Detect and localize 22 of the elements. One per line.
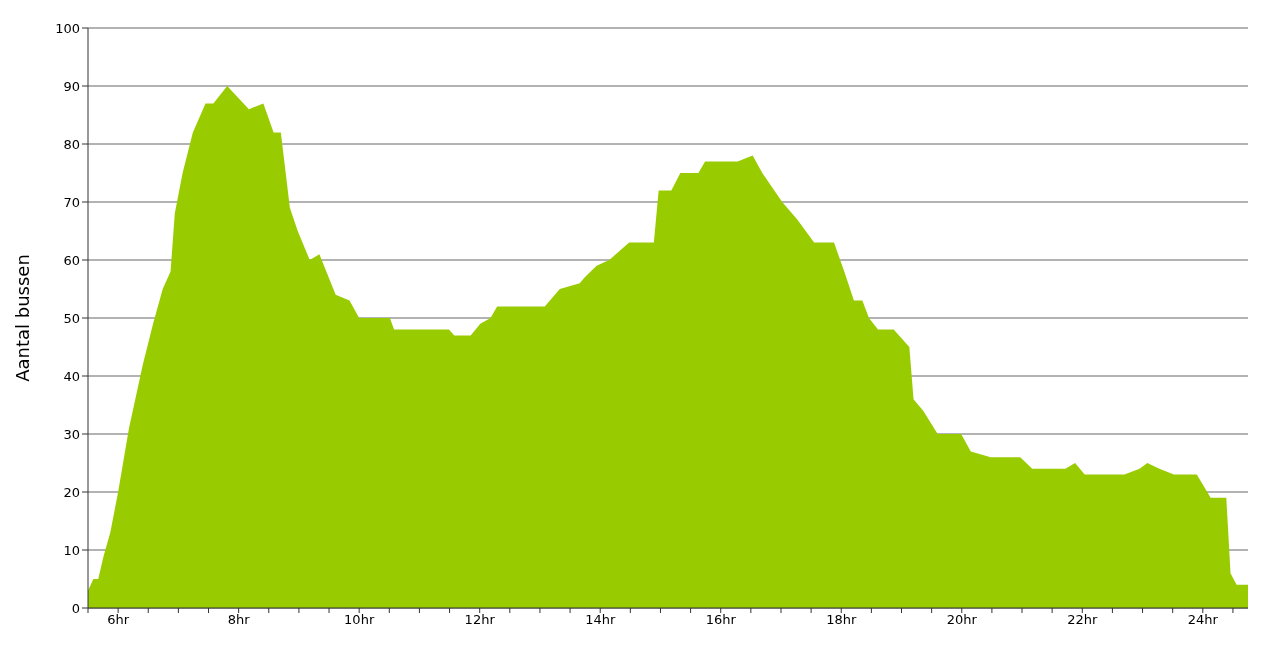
x-tick-label: 8hr [227,612,251,628]
y-tick-label: 70 [63,194,80,210]
y-tick-label: 30 [63,426,80,442]
x-tick-label: 10hr [344,612,375,628]
x-tick-label: 18hr [826,612,857,628]
y-tick-label: 50 [63,310,80,326]
y-tick-label: 80 [63,136,80,152]
x-tick-label: 22hr [1067,612,1098,628]
y-tick-label: 90 [63,78,80,94]
y-axis-title: Aantal bussen [12,254,34,382]
y-tick-label: 40 [63,368,80,384]
x-tick-label: 14hr [585,612,616,628]
y-tick-label: 100 [55,20,80,36]
y-tick-label: 0 [71,600,80,616]
y-tick-label: 60 [63,252,80,268]
x-tick-label: 20hr [946,612,978,628]
x-tick-label: 6hr [107,612,130,628]
y-tick-label: 10 [63,542,80,558]
x-tick-label: 16hr [705,612,737,628]
x-tick-label: 12hr [464,612,496,628]
y-tick-label: 20 [63,484,80,500]
x-tick-label: 24hr [1187,612,1219,628]
